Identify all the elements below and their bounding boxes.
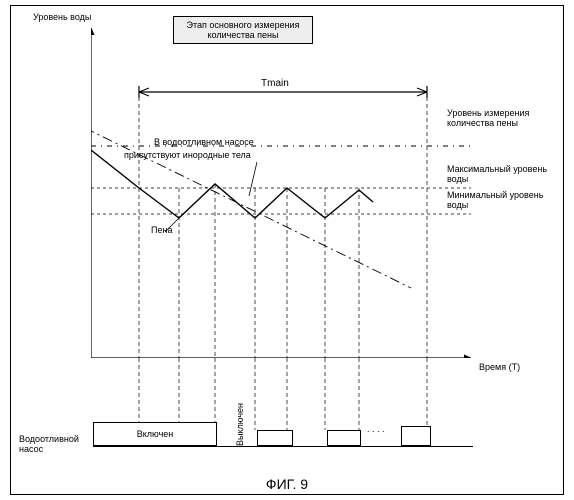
pump-on-box-2 (257, 430, 293, 446)
pump-on-box-4 (401, 426, 431, 446)
foreign-bodies-line2: присутствуют инородные тела (124, 150, 251, 160)
foam-label: Пена (151, 225, 172, 235)
figure-caption: ФИГ. 9 (0, 476, 574, 492)
pump-off-label: Выключен (235, 396, 245, 446)
pump-dots: . . . . (367, 424, 385, 434)
min-level-label: Минимальный уровень воды (447, 190, 567, 210)
foam-measure-level-label: Уровень измерения количества пены (447, 108, 562, 128)
diagram-frame: Уровень воды Этап основного измерения ко… (10, 5, 564, 495)
pump-baseline (93, 446, 473, 447)
pump-label: Водоотливной насос (19, 434, 99, 454)
pump-on-box-1: Включен (93, 422, 217, 446)
y-axis-label: Уровень воды (33, 12, 91, 22)
max-level-label: Максимальный уровень воды (447, 164, 567, 184)
pump-on-text: Включен (137, 429, 174, 439)
tmain-label: Tmain (261, 78, 289, 89)
pump-on-box-3 (327, 430, 361, 446)
x-axis-label: Время (T) (479, 362, 520, 372)
foreign-bodies-line1: В водоотливном насосе (154, 137, 254, 147)
